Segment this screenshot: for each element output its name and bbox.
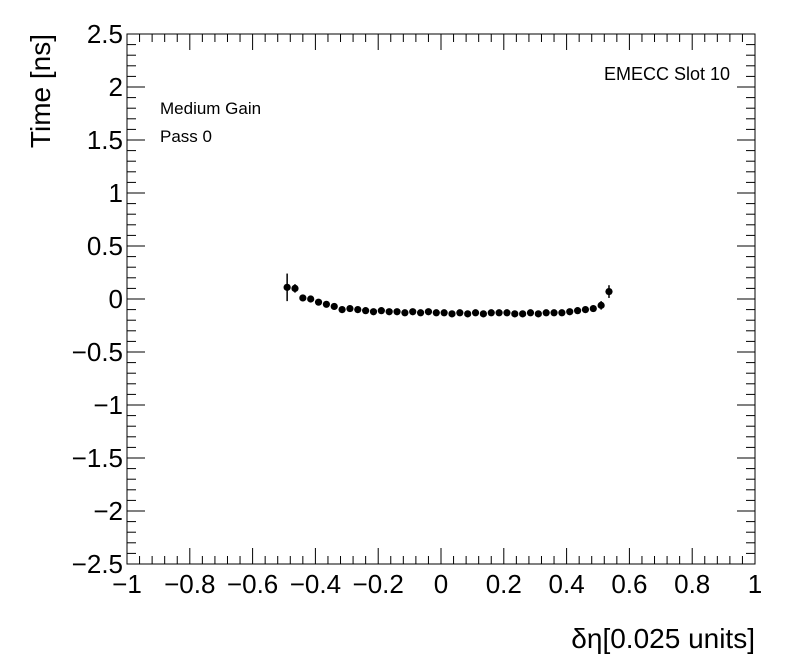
x-tick-label: 0.2	[486, 569, 522, 599]
x-tick-label: −1	[112, 569, 142, 599]
data-point	[566, 308, 574, 316]
data-point	[558, 309, 566, 317]
data-point	[338, 306, 346, 314]
data-point	[440, 309, 448, 317]
data-point	[448, 310, 456, 318]
x-tick-label: 0.4	[549, 569, 585, 599]
y-tick-label: −2.5	[72, 549, 123, 579]
data-point	[393, 308, 401, 316]
data-point	[605, 287, 613, 296]
data-point	[519, 310, 527, 318]
x-tick-label: 0.6	[611, 569, 647, 599]
data-markers	[283, 273, 613, 318]
data-point	[307, 295, 315, 303]
x-tick-label: −0.2	[353, 569, 404, 599]
x-tick-label: −0.4	[290, 569, 341, 599]
slot-annotation: EMECC Slot 10	[604, 64, 730, 84]
data-point	[581, 306, 590, 314]
data-point	[589, 304, 597, 313]
data-point	[409, 308, 417, 316]
x-tick-labels: −1 −0.8 −0.6 −0.4 −0.2 0 0.2 0.4 0.6 0.8 1	[112, 569, 762, 599]
axis-ticks	[126, 33, 756, 565]
data-point	[283, 283, 291, 291]
data-point	[487, 309, 495, 317]
y-tick-label: 1	[109, 178, 123, 208]
y-tick-label: 1.5	[87, 125, 123, 155]
data-point	[503, 309, 511, 317]
data-point	[362, 307, 370, 315]
data-point	[401, 309, 409, 317]
x-tick-label: 0	[434, 569, 448, 599]
data-point	[314, 298, 323, 306]
data-point	[291, 284, 299, 292]
data-point	[573, 307, 582, 315]
y-tick-label: −1	[93, 390, 123, 420]
y-tick-label: −1.5	[72, 443, 123, 473]
data-point	[377, 307, 385, 315]
y-tick-labels: 2.5 2 1.5 1 0.5 0 −0.5 −1 −1.5 −2 −2.5	[72, 19, 123, 579]
x-axis-title: δη[0.025 units]	[571, 623, 755, 654]
data-point	[471, 309, 480, 317]
x-tick-label: −0.8	[164, 569, 215, 599]
data-point	[424, 308, 433, 316]
y-tick-label: −2	[93, 496, 123, 526]
gain-annotation: Medium Gain	[160, 99, 261, 118]
pass-annotation: Pass 0	[160, 127, 212, 146]
x-tick-label: 0.8	[674, 569, 710, 599]
data-point	[464, 310, 472, 318]
data-point	[330, 302, 338, 311]
data-point	[534, 310, 542, 318]
y-axis-title: Time [ns]	[25, 34, 56, 148]
data-point	[550, 309, 558, 317]
data-point	[542, 309, 550, 317]
data-point	[369, 308, 378, 316]
data-point	[385, 308, 393, 316]
x-tick-label: 1	[748, 569, 762, 599]
y-tick-label: 0.5	[87, 231, 123, 261]
data-point	[495, 309, 503, 317]
y-tick-label: −0.5	[72, 337, 123, 367]
data-point	[511, 310, 519, 318]
data-point	[526, 309, 535, 317]
data-point	[479, 310, 487, 318]
data-point	[299, 294, 307, 302]
y-tick-label: 2	[109, 72, 123, 102]
data-point	[432, 309, 440, 317]
data-point	[346, 304, 354, 313]
x-tick-label: −0.6	[227, 569, 278, 599]
y-tick-label: 2.5	[87, 19, 123, 49]
data-point	[456, 309, 464, 317]
data-point	[354, 306, 362, 314]
y-tick-label: 0	[109, 284, 123, 314]
data-point	[416, 309, 425, 317]
data-point	[322, 300, 330, 308]
data-point	[597, 301, 605, 309]
